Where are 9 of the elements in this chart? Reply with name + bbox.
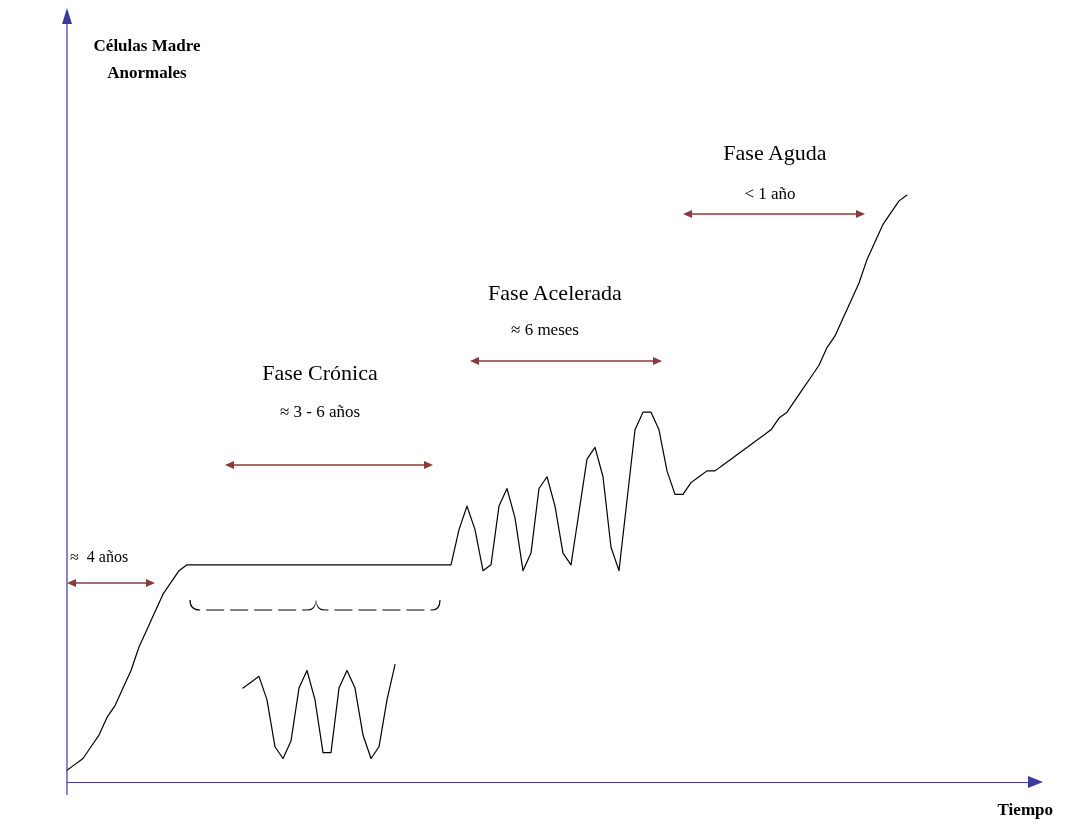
text: Fase Aguda xyxy=(722,140,828,166)
annotation: ≈ 4 años xyxy=(70,548,129,566)
annotation: < 1 año xyxy=(743,184,797,204)
annotation: Fase Crónica xyxy=(261,360,379,386)
x-axis-title: Tiempo xyxy=(997,800,1053,820)
annotation: Fase Acelerada xyxy=(487,280,623,306)
annotation: ≈ 6 meses xyxy=(510,320,580,340)
text: Células Madre Anormales xyxy=(92,35,202,84)
annotation: ≈ 3 - 6 años xyxy=(278,402,362,422)
